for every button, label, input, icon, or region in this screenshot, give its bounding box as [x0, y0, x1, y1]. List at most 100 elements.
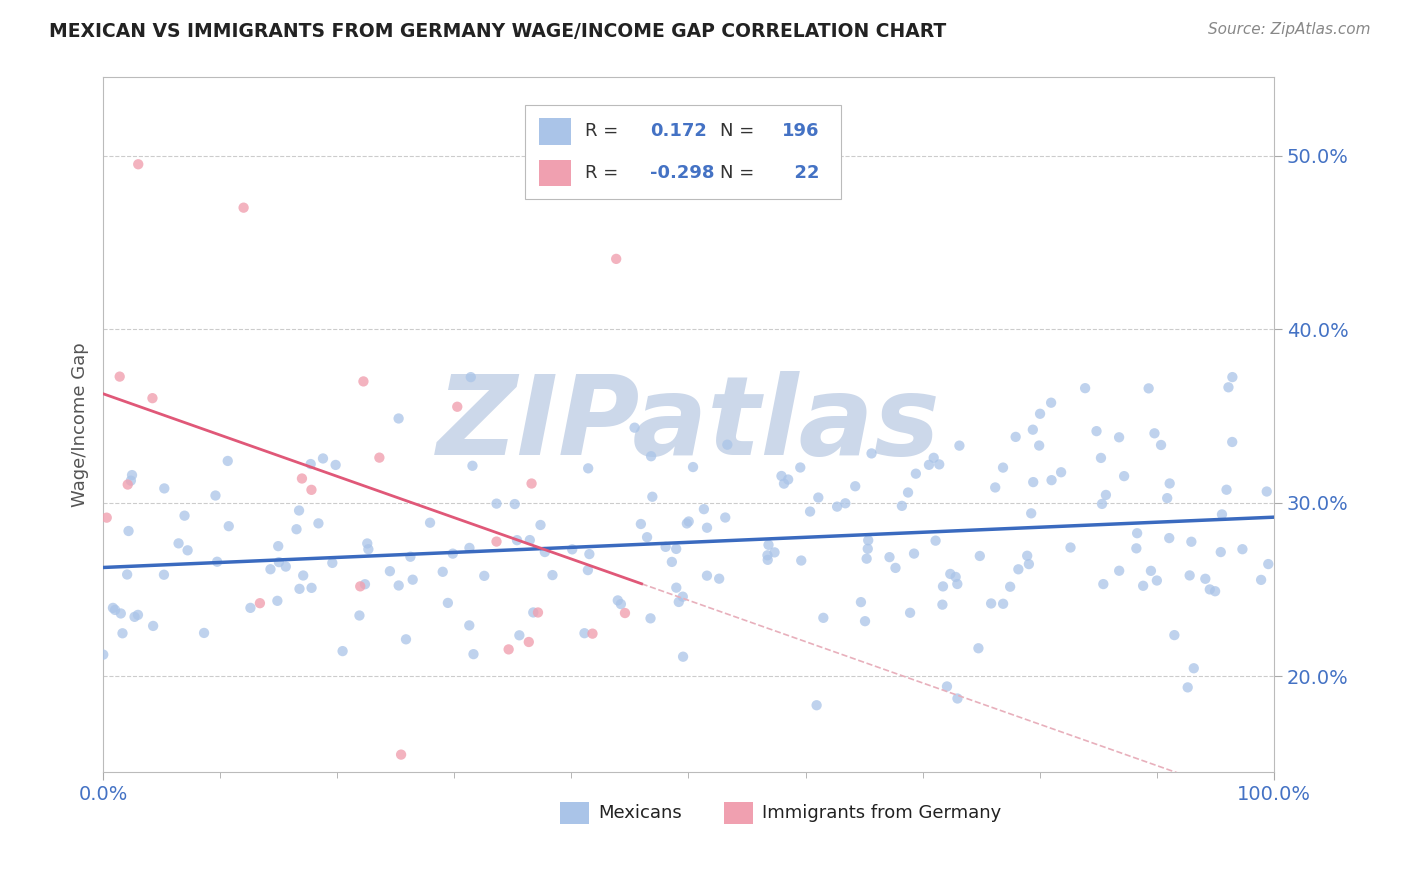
- Point: [1150, 438, 1173, 452]
- Point: [368, 450, 391, 465]
- Point: [1177, 681, 1199, 695]
- Point: [574, 626, 596, 640]
- Point: [918, 458, 941, 472]
- Point: [108, 369, 131, 384]
- Point: [1029, 407, 1052, 421]
- Point: [1146, 574, 1168, 588]
- Bar: [724, 802, 752, 824]
- Point: [301, 581, 323, 595]
- Point: [641, 490, 664, 504]
- Point: [193, 626, 215, 640]
- Point: [460, 370, 482, 384]
- Point: [678, 515, 700, 529]
- Point: [332, 644, 354, 658]
- Point: [1022, 423, 1045, 437]
- Point: [472, 569, 495, 583]
- Point: [890, 499, 912, 513]
- Point: [756, 553, 779, 567]
- Point: [534, 545, 557, 559]
- Point: [825, 500, 848, 514]
- Point: [578, 547, 600, 561]
- Point: [517, 635, 540, 649]
- Point: [117, 477, 139, 491]
- Point: [1017, 549, 1039, 563]
- Point: [307, 516, 329, 531]
- Point: [176, 543, 198, 558]
- Point: [115, 567, 138, 582]
- Point: [217, 454, 239, 468]
- Point: [173, 508, 195, 523]
- Point: [581, 626, 603, 640]
- Point: [485, 534, 508, 549]
- Point: [508, 628, 530, 642]
- Point: [605, 252, 627, 266]
- Point: [292, 568, 315, 582]
- Text: N =: N =: [720, 164, 761, 182]
- Point: [858, 533, 880, 548]
- Point: [614, 606, 637, 620]
- Point: [716, 438, 738, 452]
- Point: [576, 563, 599, 577]
- Point: [153, 482, 176, 496]
- Point: [1125, 541, 1147, 556]
- Point: [167, 536, 190, 550]
- Point: [980, 597, 1002, 611]
- Point: [1211, 508, 1233, 522]
- Point: [682, 460, 704, 475]
- Point: [356, 536, 378, 550]
- Point: [458, 541, 481, 555]
- Text: R =: R =: [585, 122, 624, 140]
- Point: [1232, 542, 1254, 557]
- Point: [778, 473, 800, 487]
- Point: [1004, 430, 1026, 444]
- Point: [357, 542, 380, 557]
- Point: [441, 547, 464, 561]
- Point: [806, 698, 828, 713]
- Point: [301, 483, 323, 497]
- Point: [399, 549, 422, 564]
- FancyBboxPatch shape: [524, 105, 841, 199]
- Point: [485, 497, 508, 511]
- Point: [1209, 545, 1232, 559]
- Point: [931, 598, 953, 612]
- Point: [773, 476, 796, 491]
- Text: Source: ZipAtlas.com: Source: ZipAtlas.com: [1208, 22, 1371, 37]
- Point: [860, 446, 883, 460]
- Point: [932, 579, 955, 593]
- Point: [897, 485, 920, 500]
- Point: [1040, 395, 1063, 409]
- Point: [630, 516, 652, 531]
- Point: [1204, 584, 1226, 599]
- Point: [218, 519, 240, 533]
- Point: [1222, 370, 1244, 384]
- Point: [432, 565, 454, 579]
- Point: [101, 600, 124, 615]
- Point: [676, 516, 699, 531]
- Point: [1180, 534, 1202, 549]
- Point: [693, 502, 716, 516]
- Point: [522, 606, 544, 620]
- Point: [813, 611, 835, 625]
- Point: [998, 580, 1021, 594]
- Point: [111, 626, 134, 640]
- Point: [529, 518, 551, 533]
- Point: [1085, 424, 1108, 438]
- Point: [232, 201, 254, 215]
- Point: [770, 469, 793, 483]
- Point: [879, 550, 901, 565]
- Point: [610, 597, 633, 611]
- Point: [388, 578, 411, 592]
- Point: [945, 570, 967, 584]
- Point: [127, 157, 149, 171]
- Text: Immigrants from Germany: Immigrants from Germany: [762, 804, 1001, 822]
- Point: [1143, 426, 1166, 441]
- Point: [1156, 491, 1178, 505]
- Point: [898, 606, 921, 620]
- Point: [541, 568, 564, 582]
- Point: [120, 474, 142, 488]
- Point: [790, 553, 813, 567]
- Bar: [560, 802, 589, 824]
- Point: [288, 582, 311, 596]
- Text: 22: 22: [782, 164, 820, 182]
- Text: 196: 196: [782, 122, 820, 140]
